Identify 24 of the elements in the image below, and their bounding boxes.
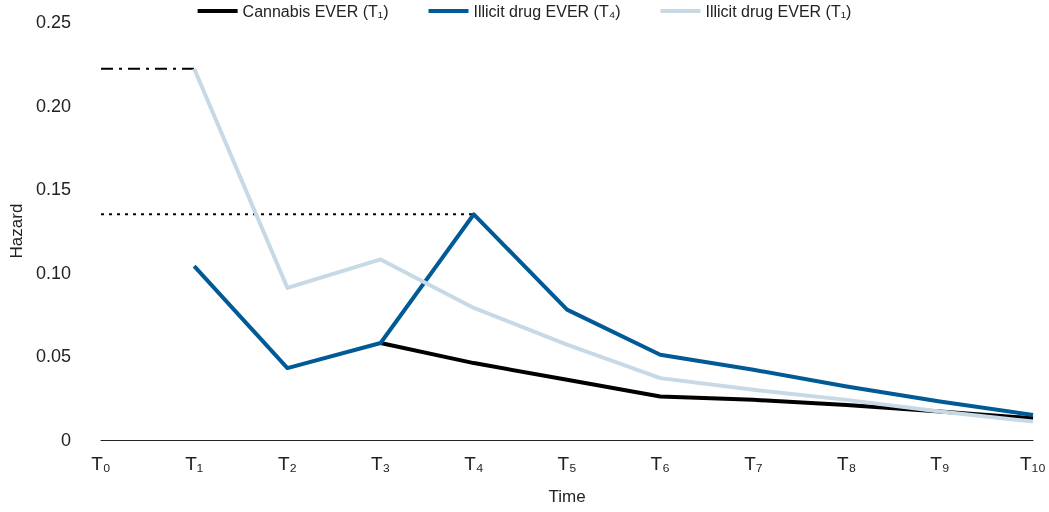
y-tick-label: 0.10 [35,262,71,283]
x-tick-label: T₇ [744,453,763,474]
y-tick-label: 0.20 [35,95,71,116]
x-tick-label: T₄ [464,453,484,474]
line-series [192,66,1036,424]
y-tick-label: 0.25 [35,12,71,32]
x-axis-title: Time [548,487,586,506]
x-tick-label: T₁₀ [1020,453,1046,474]
y-tick-label: 0.05 [35,346,71,367]
y-tick-label: 0 [60,430,71,450]
x-tick-label: T₆ [650,453,670,474]
y-tick-label: 0.15 [35,179,71,200]
x-tick-label: T₃ [370,453,391,474]
line-series [192,212,1036,417]
x-tick-label: T₅ [557,453,577,474]
x-tick-label: T₉ [930,453,950,474]
legend-label: Illicit drug EVER (T₄) [473,2,621,20]
x-tick-label: T₂ [277,453,297,474]
y-axis-title: Hazard [7,203,26,259]
legend-label: Illicit drug EVER (T₁) [705,2,852,20]
legend-label: Cannabis EVER (T₁) [242,2,389,20]
x-tick-label: T₀ [91,453,111,474]
x-tick-label: T₈ [836,453,857,474]
x-tick-label: T₁ [185,453,204,474]
